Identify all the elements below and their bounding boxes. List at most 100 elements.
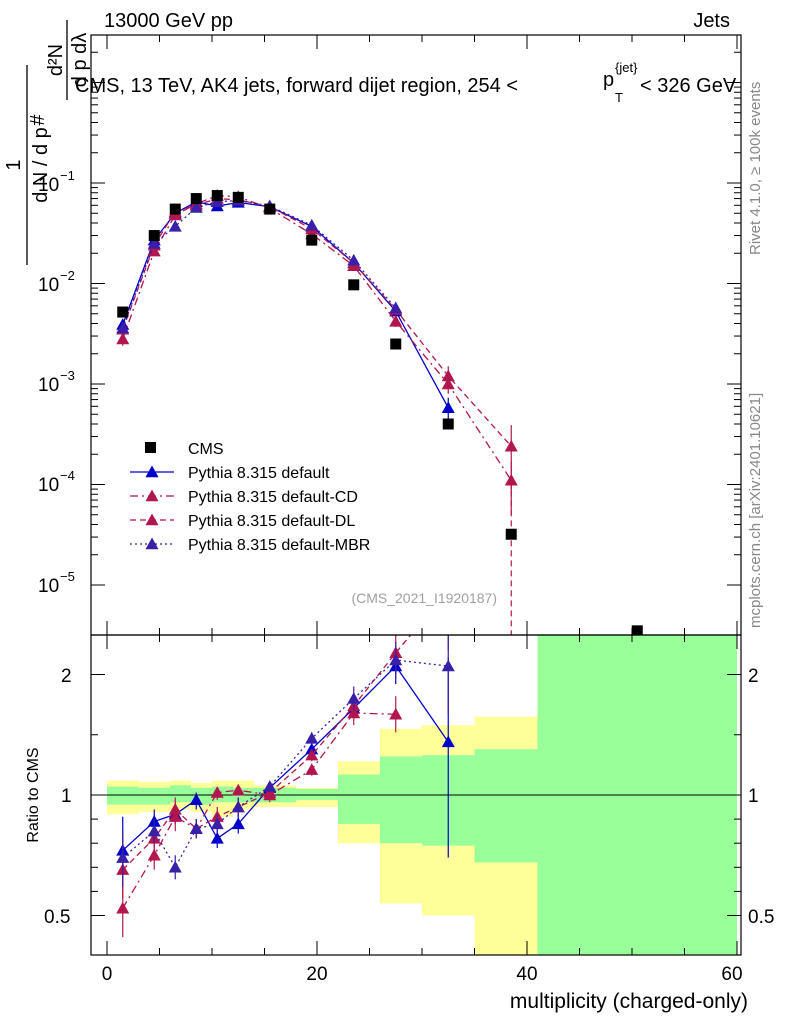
inner-uncertainty-band [338,774,380,824]
ratio-marker [305,748,319,761]
y-tick-exponent: −2 [60,268,75,283]
data-point [505,528,517,540]
ratio-marker [263,780,277,792]
plot-title: CMS, 13 TeV, AK4 jets, forward dijet reg… [75,60,737,105]
svg-text:d N / d p: d N / d p [30,127,52,203]
x-tick-label: 40 [516,964,537,985]
x-axis-label: multiplicity (charged-only) [510,990,748,1013]
series-line [122,201,449,409]
series-marker [168,219,182,232]
inner-uncertainty-band [380,756,422,844]
series-marker [389,301,403,314]
ratio-y-tick-label-right: 0.5 [748,907,774,928]
legend-marker-data [145,442,156,453]
ratio-y-tick-label-right: 1 [748,786,759,807]
x-tick-label: 0 [102,964,113,985]
ratio-marker [210,786,224,798]
svg-text:1: 1 [3,159,25,170]
ratio-y-tick-label: 1 [61,786,72,807]
y-tick-exponent: −3 [60,368,75,383]
series-marker [116,332,130,345]
svg-text:d p dλ: d p dλ [69,33,91,87]
ratio-marker [305,731,319,744]
series-line [122,197,512,447]
y-tick-label: 10 [38,275,59,296]
ratio-plot-series [116,635,455,938]
series-marker [147,237,161,249]
rivet-version-label: Rivet 4.1.0, ≥ 100k events [747,82,764,255]
x-tick-label: 20 [306,964,327,985]
ratio-marker [168,860,182,873]
ratio-marker [347,692,361,704]
ratio-marker [147,824,161,837]
legend-label: CMS [188,441,224,458]
ratio-marker [389,707,403,720]
data-point [190,193,202,205]
ratio-marker [210,817,224,830]
main-y-tick-labels: 10 −1 10 −2 10 −3 10 −4 10 −5 [38,168,75,597]
series-marker [504,439,518,452]
ratio-marker [210,831,224,844]
plot-title-subscript: T [615,90,623,105]
data-point [631,625,643,635]
legend-label: Pythia 8.315 default-DL [188,513,355,530]
data-point [348,279,360,291]
ratio-marker [305,763,319,775]
legend-marker [145,513,159,526]
ratio-marker [116,901,130,914]
x-tick-label: 60 [721,964,742,985]
legend-label: Pythia 8.315 default-MBR [188,537,370,554]
legend-marker [145,537,159,550]
series-line [122,194,512,481]
legend-marker [145,465,159,478]
inner-uncertainty-band [296,788,338,800]
y-tick-exponent: −5 [60,569,75,584]
ratio-y-tick-labels: 2 1 0.5 2 1 0.5 [44,666,774,928]
data-point [211,190,223,202]
ratio-series-line [122,712,396,909]
y-tick-exponent: −4 [60,468,75,483]
series-marker [347,253,361,266]
series-marker [210,195,224,208]
data-point [442,418,454,430]
inner-uncertainty-band [474,749,538,863]
svg-text:d²N: d²N [45,44,67,76]
ratio-y-tick-label: 2 [61,666,72,687]
ratio-marker [441,735,455,748]
ratio-marker [389,653,403,666]
series-marker [116,321,130,334]
ratio-marker [189,793,203,806]
ratio-marker [147,848,161,861]
plot-title-prefix: CMS, 13 TeV, AK4 jets, forward dijet reg… [75,75,518,97]
header-category-label: Jets [693,10,730,32]
y-tick-label: 10 [38,375,59,396]
legend-label: Pythia 8.315 default-CD [188,489,358,506]
ratio-marker [441,659,455,672]
ratio-y-tick-label: 0.5 [44,907,70,928]
plot-title-suffix: < 326 GeV [640,75,737,97]
ratio-marker [231,783,245,796]
ratio-y-axis-label: Ratio to CMS [25,747,42,842]
analysis-id-watermark: (CMS_2021_I1920187) [351,590,497,606]
axis-ticks [91,35,741,955]
inner-uncertainty-band [138,787,170,805]
data-point [169,203,181,215]
ratio-y-tick-label-right: 2 [748,666,759,687]
data-point [264,203,276,215]
legend-marker [145,489,159,502]
y-tick-label: 10 [38,576,59,597]
legend-label: Pythia 8.315 default [188,465,330,482]
ratio-marker [116,851,130,863]
legend: CMS Pythia 8.315 default Pythia 8.315 defa… [130,441,370,554]
series-marker [189,201,203,213]
series-marker [441,369,455,382]
data-point [117,306,129,318]
x-tick-labels: 0 20 40 60 [102,964,743,985]
data-point [390,338,402,350]
plot-title-p: p [603,69,614,91]
inner-uncertainty-band [107,786,139,805]
data-point [148,230,160,242]
ratio-marker [231,800,245,813]
ratio-marker [231,817,245,830]
